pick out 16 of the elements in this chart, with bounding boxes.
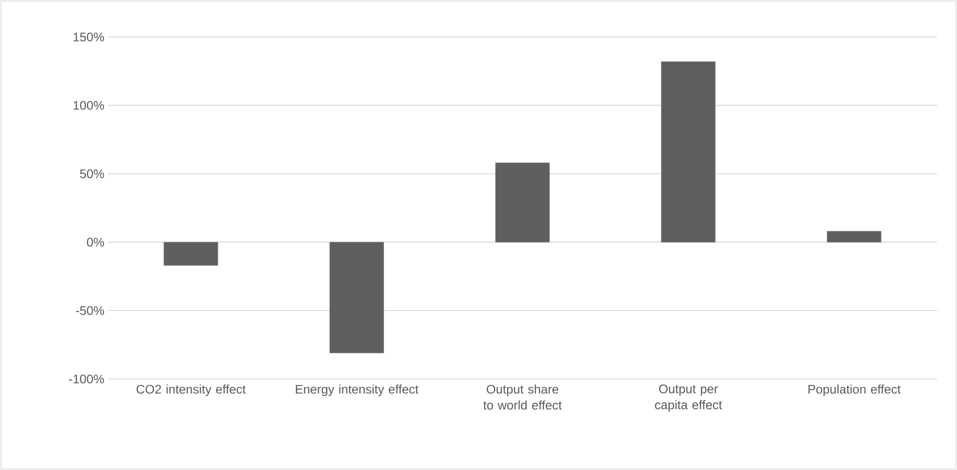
bar — [495, 162, 550, 242]
y-tick-label: -100% — [69, 374, 104, 384]
y-tick-label: 150% — [74, 32, 104, 42]
x-tick-label: Energy intensity effect — [296, 384, 418, 396]
y-tick-label: -50% — [76, 306, 104, 315]
bar — [826, 231, 882, 242]
bar — [330, 242, 384, 354]
x-tick-label: Population effect — [808, 384, 901, 396]
x-tick-label: Output share to world effect — [483, 384, 562, 410]
x-tick-label: CO2 intensity effect — [136, 384, 246, 396]
y-tick-label: 50% — [80, 169, 104, 178]
bar — [164, 242, 218, 266]
x-tick-label: Output per capita effect — [655, 384, 722, 412]
y-tick-label: 100% — [74, 100, 104, 110]
bar — [661, 61, 716, 242]
y-tick-label: 0% — [86, 238, 104, 247]
